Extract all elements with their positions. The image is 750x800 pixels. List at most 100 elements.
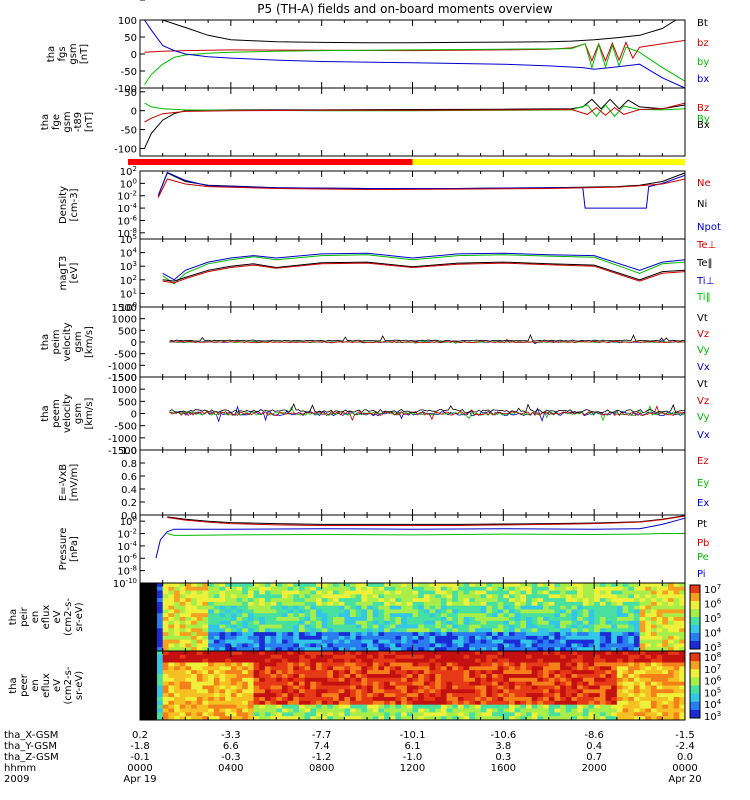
heatmap-cell xyxy=(372,654,379,660)
heatmap-cell xyxy=(395,651,402,656)
heatmap-cell xyxy=(599,712,607,717)
heatmap-cell xyxy=(412,632,419,637)
heatmap-cell xyxy=(401,666,408,671)
heatmap-cell xyxy=(486,632,493,637)
heatmap-cell xyxy=(480,666,487,671)
heatmap-cell xyxy=(491,632,499,637)
heatmap-cell xyxy=(645,662,652,667)
z-gsm-value: -1.2 xyxy=(312,752,332,763)
heatmap-cell xyxy=(435,658,442,663)
heatmap-cell xyxy=(304,632,311,637)
colorbar-frame xyxy=(689,652,701,719)
heatmap-cell xyxy=(560,704,567,709)
heatmap-cell xyxy=(503,598,510,603)
heatmap-cell xyxy=(196,693,203,698)
heatmap-cell xyxy=(367,700,374,706)
y-axis-label: eflux xyxy=(41,605,52,630)
heatmap-cell xyxy=(298,666,306,671)
heatmap-cell xyxy=(179,693,186,698)
heatmap-cell xyxy=(418,704,425,709)
heatmap-cell xyxy=(298,598,306,603)
heatmap-cell xyxy=(452,617,459,622)
heatmap-cell xyxy=(509,712,516,717)
heatmap-cell xyxy=(298,586,306,592)
heatmap-cell xyxy=(236,716,243,721)
colorbar-segment xyxy=(690,617,700,626)
heatmap-cell xyxy=(520,635,527,641)
heatmap-cell xyxy=(588,617,595,622)
heatmap-cell xyxy=(281,639,289,644)
heatmap-cell xyxy=(253,594,260,599)
heatmap-cell xyxy=(605,677,612,683)
heatmap-cell xyxy=(151,647,158,652)
heatmap-cell xyxy=(594,635,601,641)
heatmap-cell xyxy=(174,651,181,656)
heatmap-cell xyxy=(520,681,527,686)
heatmap-cell xyxy=(219,658,226,663)
panel-peir: 10710610510410310000100010010thapeirenef… xyxy=(8,0,722,654)
heatmap-cell xyxy=(367,632,374,637)
heatmap-cell xyxy=(310,583,317,588)
heatmap-cell xyxy=(673,647,680,652)
heatmap-cell xyxy=(639,716,646,721)
heatmap-cell xyxy=(474,624,482,629)
heatmap-cell xyxy=(338,620,345,626)
heatmap-cell xyxy=(355,605,362,610)
heatmap-cell xyxy=(185,639,192,644)
heatmap-cell xyxy=(298,708,306,713)
heatmap-cell xyxy=(281,674,289,679)
heatmap-cell xyxy=(537,689,544,694)
heatmap-cell xyxy=(259,635,266,641)
heatmap-cell xyxy=(401,601,408,607)
heatmap-cell xyxy=(389,590,396,595)
heatmap-cell xyxy=(531,662,538,667)
heatmap-cell xyxy=(491,617,499,622)
heatmap-cell xyxy=(384,605,391,610)
heatmap-cell xyxy=(168,700,175,706)
heatmap-cell xyxy=(588,609,595,614)
heatmap-cell xyxy=(611,700,618,706)
heatmap-cell xyxy=(611,674,618,679)
heatmap-cell xyxy=(611,601,618,607)
heatmap-cell xyxy=(537,712,544,717)
heatmap-cell xyxy=(140,590,147,595)
heatmap-cell xyxy=(333,598,340,603)
heatmap-cell xyxy=(293,654,300,660)
heatmap-cell xyxy=(242,639,249,644)
heatmap-cell xyxy=(526,685,533,690)
heatmap-cell xyxy=(611,658,618,663)
heatmap-cell xyxy=(304,639,311,644)
heatmap-cell xyxy=(401,643,408,648)
heatmap-cell xyxy=(526,609,533,614)
heatmap-cell xyxy=(543,639,550,644)
heatmap-cell xyxy=(514,643,521,648)
heatmap-cell xyxy=(219,598,226,603)
series-fgs-Bt xyxy=(144,19,685,44)
heatmap-cell xyxy=(208,624,215,629)
y-tick-label: 10-6 xyxy=(117,552,137,565)
heatmap-cell xyxy=(679,681,686,686)
heatmap-cell xyxy=(168,605,175,610)
heatmap-cell xyxy=(497,594,504,599)
heatmap-cell xyxy=(355,590,362,595)
heatmap-cell xyxy=(480,624,487,629)
heatmap-cell xyxy=(412,620,419,626)
heatmap-cell xyxy=(537,697,544,702)
heatmap-cell xyxy=(350,643,357,648)
heatmap-cell xyxy=(372,681,379,686)
heatmap-cell xyxy=(140,712,147,717)
y-axis-label: magT3 xyxy=(58,256,69,291)
heatmap-cell xyxy=(287,704,294,709)
heatmap-cell xyxy=(372,712,379,717)
heatmap-cell xyxy=(253,598,260,603)
heatmap-cell xyxy=(469,697,476,702)
heatmap-cell xyxy=(582,658,589,663)
heatmap-cell xyxy=(315,624,323,629)
heatmap-cell xyxy=(315,620,323,626)
heatmap-cell xyxy=(264,670,272,675)
heatmap-cell xyxy=(571,598,578,603)
heatmap-cell xyxy=(571,677,578,683)
heatmap-cell xyxy=(259,712,266,717)
heatmap-cell xyxy=(236,590,243,595)
heatmap-cell xyxy=(554,681,561,686)
